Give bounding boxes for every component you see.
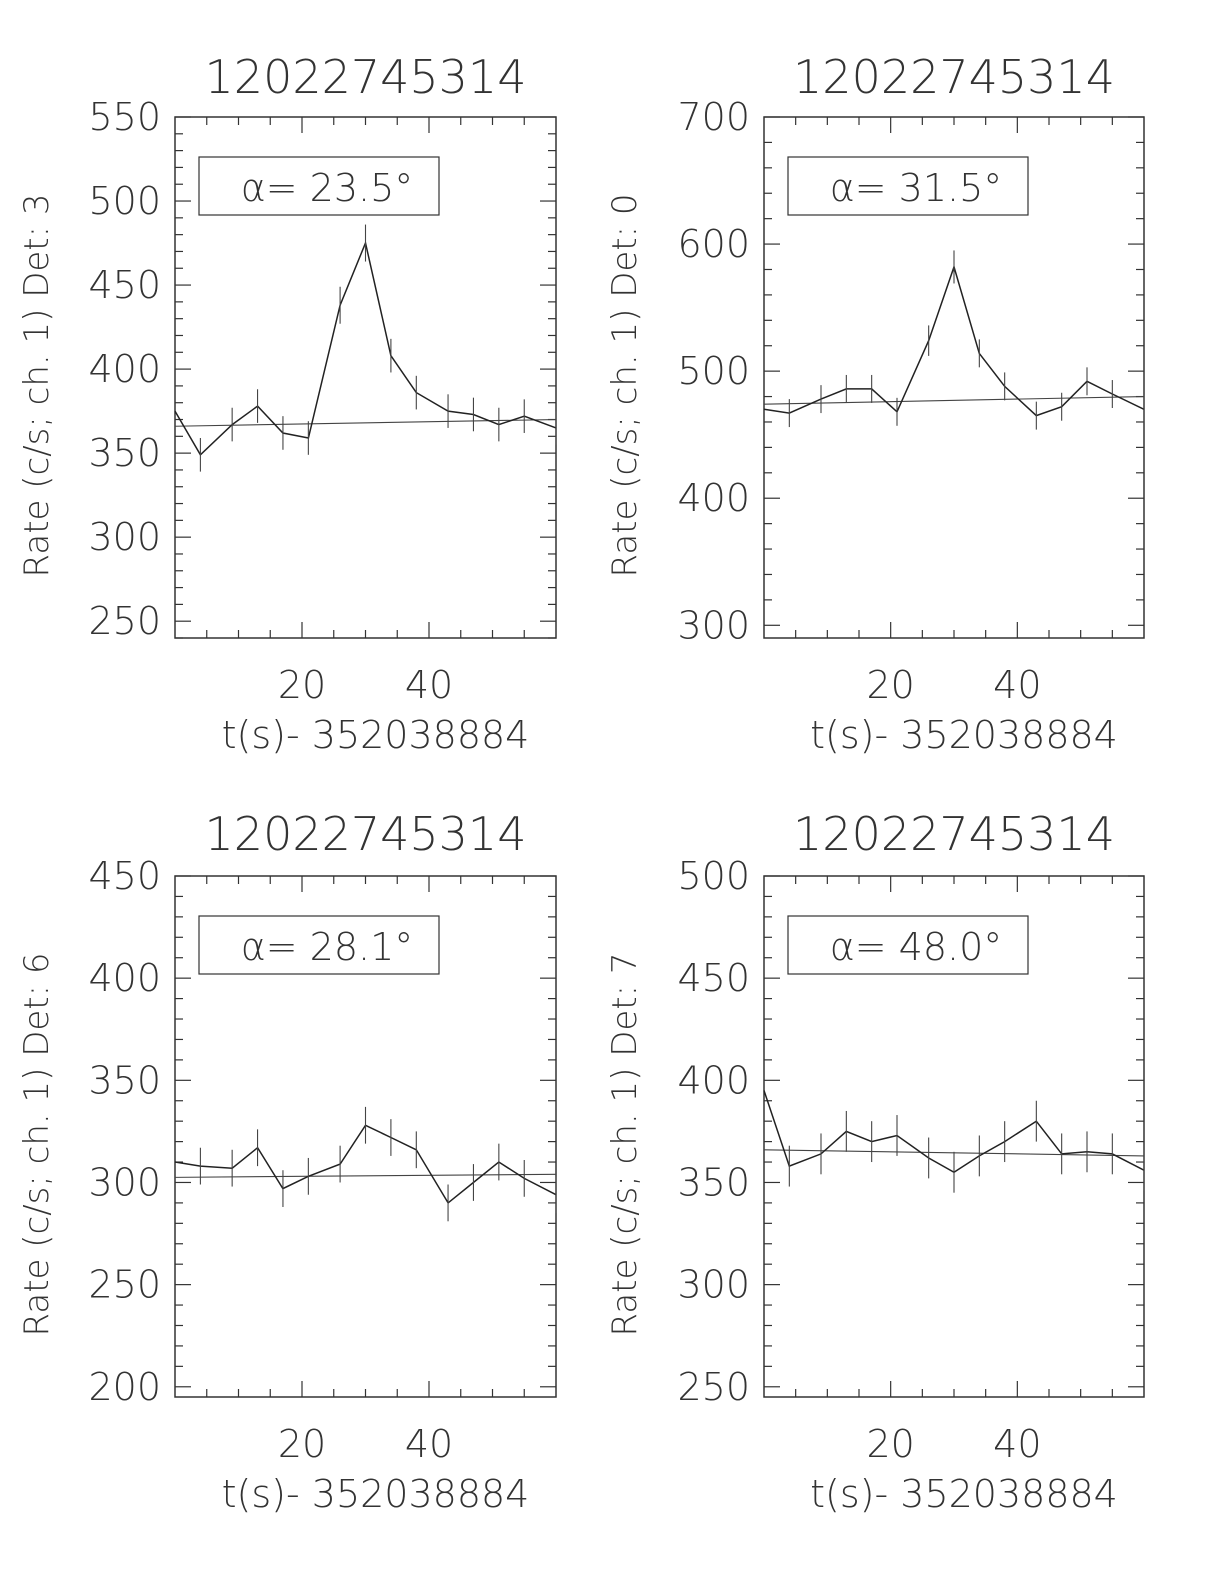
y-tick-label: 500 (677, 854, 750, 898)
y-tick-label: 400 (677, 1058, 750, 1102)
y-tick-label: 450 (677, 956, 750, 1000)
annotation-text: α= 48.0° (830, 925, 1003, 969)
y-tick-label: 300 (88, 515, 161, 559)
chart-title: 12022745314 (205, 50, 527, 104)
chart-panel: 12022745314 250 300 350 400 450 500 20 40 t(s)- 3… (605, 807, 1145, 1516)
x-tick-label: 20 (866, 663, 914, 707)
y-tick-label: 200 (88, 1365, 161, 1409)
annotation-text: α= 23.5° (241, 166, 414, 210)
annotation-box (198, 915, 440, 975)
x-tick-label: 20 (866, 1422, 914, 1466)
x-tick-label: 40 (993, 1422, 1041, 1466)
chart-title: 12022745314 (205, 807, 527, 861)
y-tick-label: 400 (88, 956, 161, 1000)
fit-line (174, 1173, 557, 1178)
y-tick-label: 500 (88, 179, 161, 223)
y-tick-label: 300 (88, 1160, 161, 1204)
chart-title: 12022745314 (793, 807, 1115, 861)
x-axis-label: t(s)- 352038884 (810, 713, 1118, 757)
y-tick-label: 300 (677, 1263, 750, 1307)
chart-panel: 12022745314 250 300 350 400 450 500 550 20 40 t(s)… (17, 50, 557, 757)
chart-title: 12022745314 (793, 50, 1115, 104)
annotation-box (787, 915, 1029, 975)
x-tick-label: 20 (278, 1422, 326, 1466)
y-tick-label: 350 (88, 1058, 161, 1102)
x-tick-label: 20 (278, 663, 326, 707)
y-tick-label: 400 (677, 476, 750, 520)
fit-line (763, 396, 1145, 405)
chart-panel: 12022745314 200 250 300 350 400 450 20 40 t(s)- 3… (17, 807, 557, 1516)
y-tick-label: 250 (88, 1263, 161, 1307)
y-tick-label: 350 (88, 431, 161, 475)
y-axis-label: Rate (c/s; ch. 1) Det: 6 (17, 952, 57, 1336)
x-axis-label: t(s)- 352038884 (222, 713, 530, 757)
y-tick-label: 250 (88, 599, 161, 643)
y-tick-label: 400 (88, 347, 161, 391)
x-axis-label: t(s)- 352038884 (222, 1472, 530, 1516)
y-tick-label: 250 (677, 1365, 750, 1409)
y-tick-label: 350 (677, 1160, 750, 1204)
y-tick-label: 450 (88, 854, 161, 898)
annotation-box (787, 156, 1029, 216)
x-tick-label: 40 (405, 1422, 453, 1466)
y-tick-label: 550 (88, 95, 161, 139)
y-tick-label: 300 (677, 603, 750, 647)
x-tick-label: 40 (993, 663, 1041, 707)
x-axis-label: t(s)- 352038884 (810, 1472, 1118, 1516)
y-axis-label: Rate (c/s; ch. 1) Det: 7 (605, 952, 645, 1336)
y-tick-label: 700 (677, 95, 750, 139)
x-tick-label: 40 (405, 663, 453, 707)
annotation-text: α= 28.1° (241, 925, 414, 969)
y-axis-label: Rate (c/s; ch. 1) Det: 0 (605, 193, 645, 577)
y-tick-label: 450 (88, 263, 161, 307)
fit-line (174, 418, 557, 427)
y-tick-label: 600 (677, 222, 750, 266)
y-axis-label: Rate (c/s; ch. 1) Det: 3 (17, 193, 57, 577)
annotation-box (198, 156, 440, 216)
chart-panel: 12022745314 300 400 500 600 700 20 40 t(s)- 3520… (605, 50, 1145, 757)
annotation-text: α= 31.5° (830, 166, 1003, 210)
y-tick-label: 500 (677, 349, 750, 393)
